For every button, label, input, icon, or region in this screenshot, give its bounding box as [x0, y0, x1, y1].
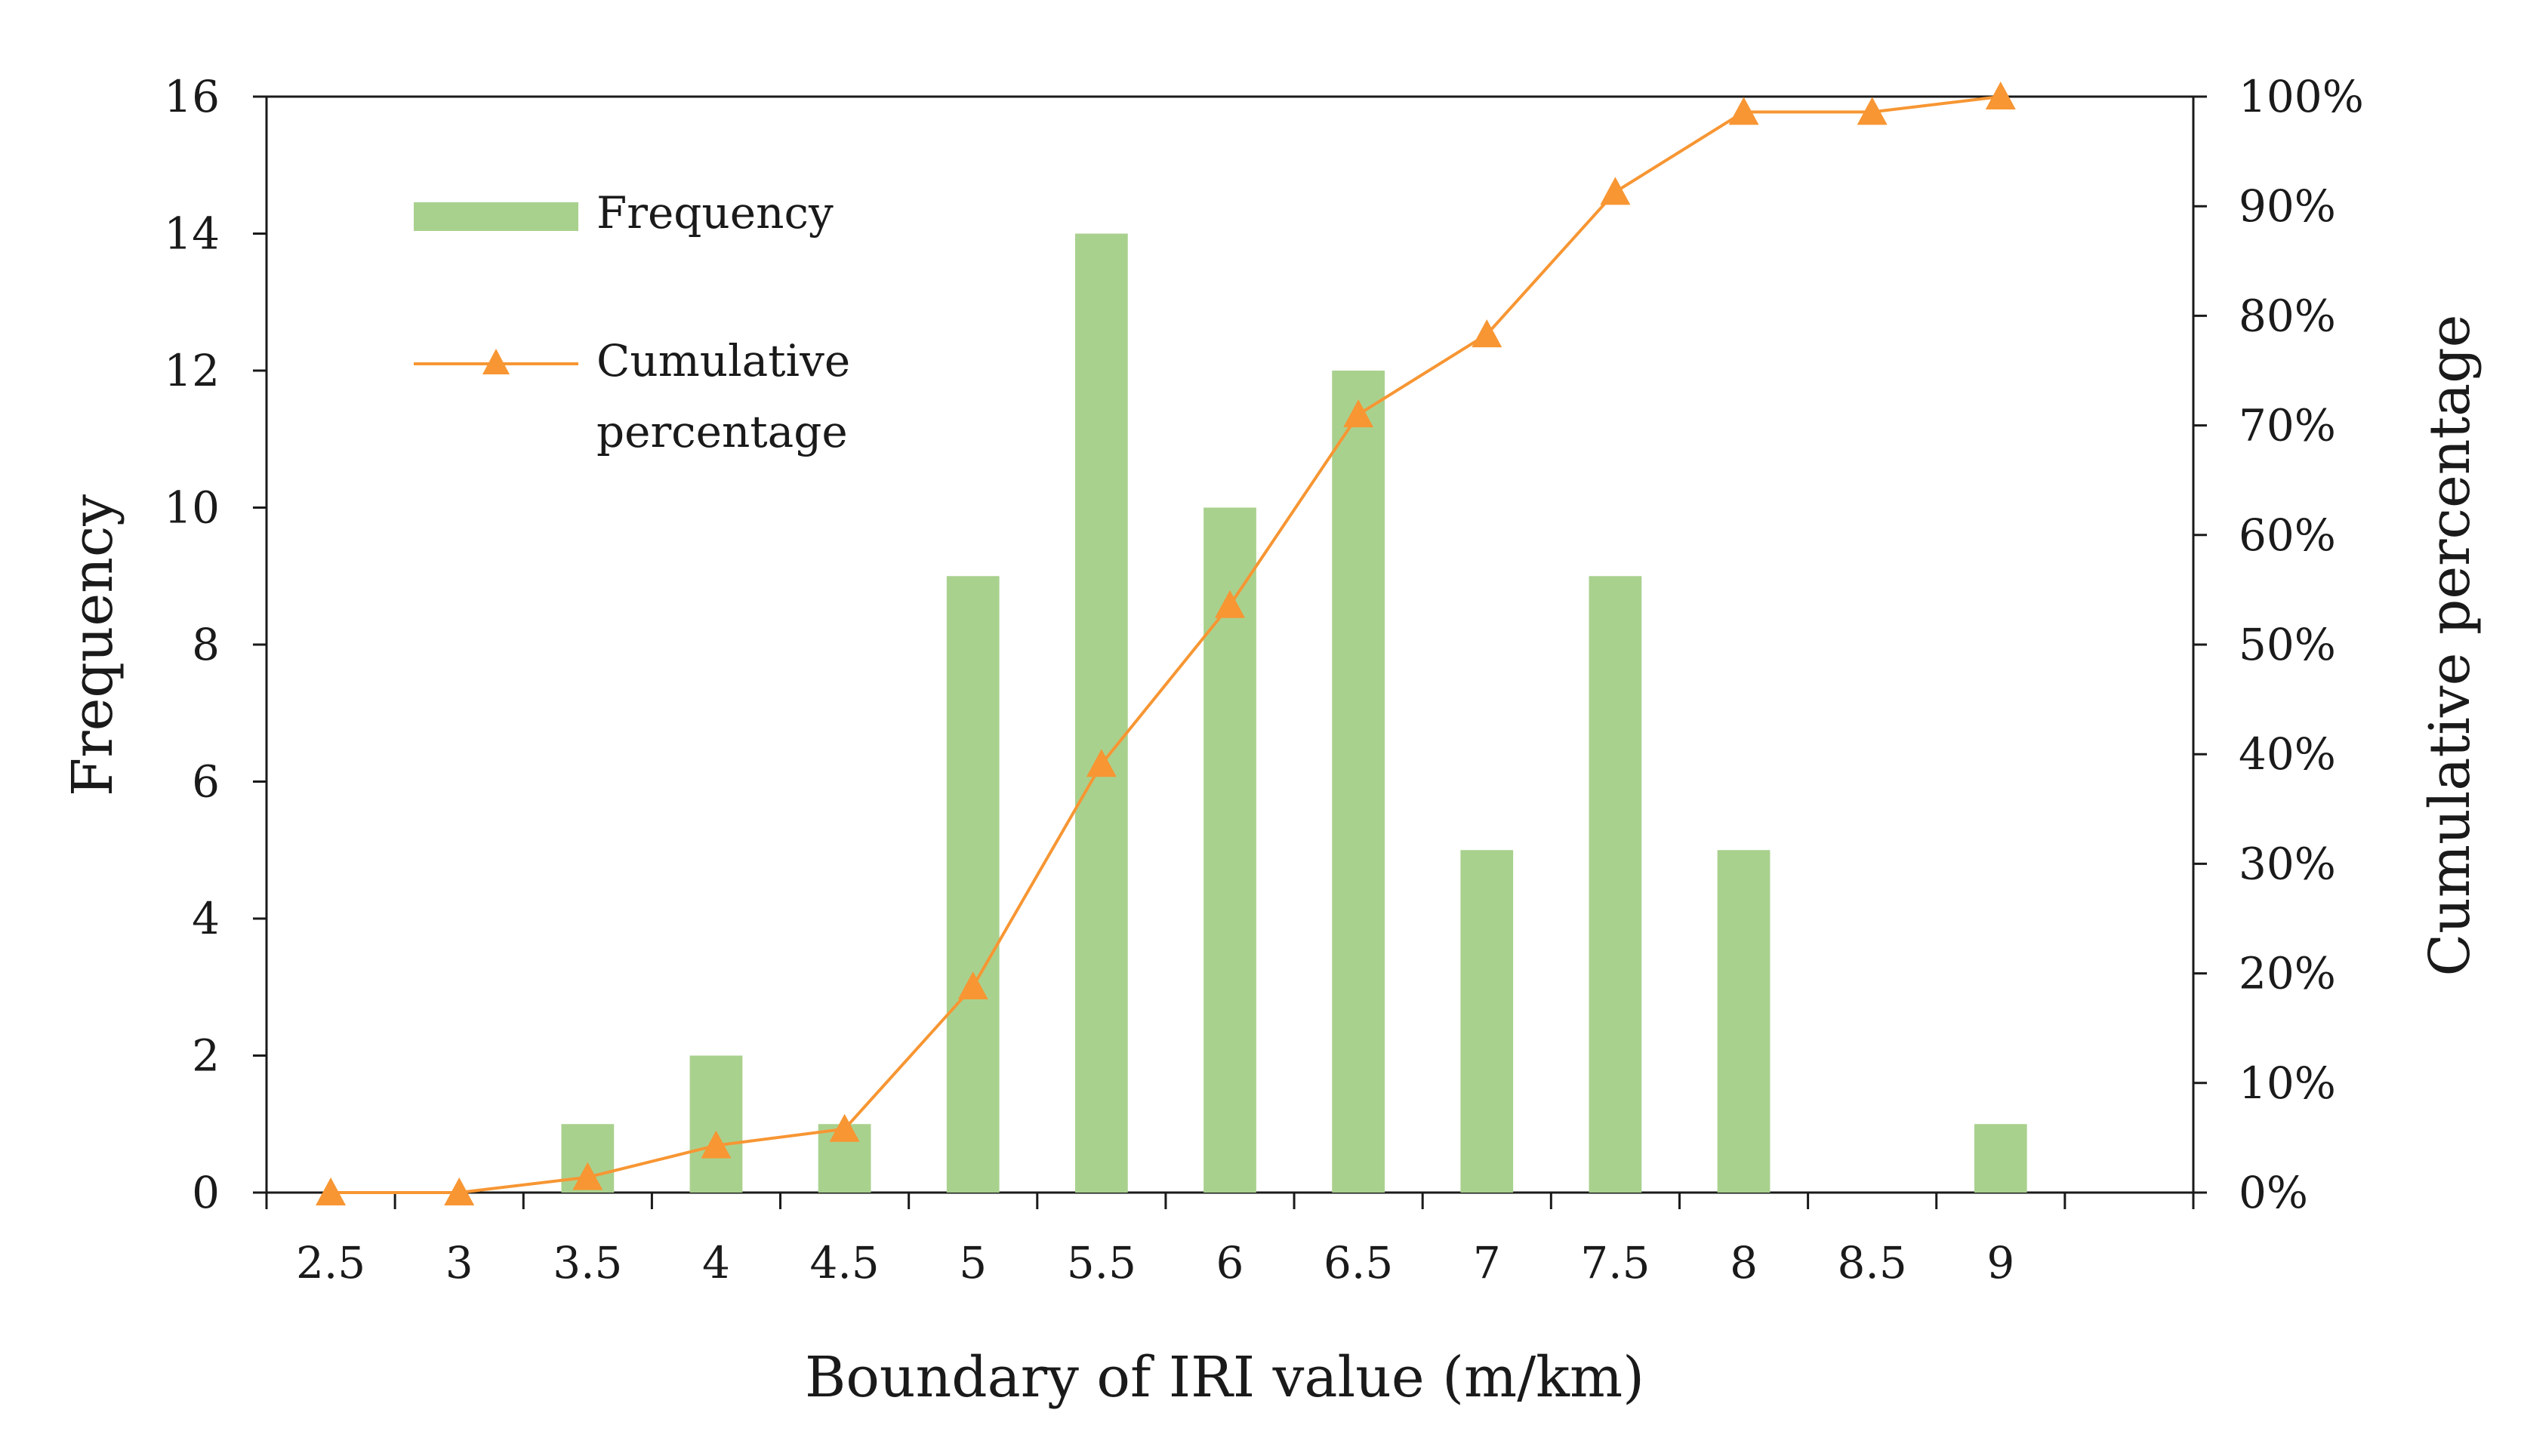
cumulative-point — [444, 1177, 475, 1205]
y-axis-title: Frequency — [60, 494, 125, 796]
y-tick-label: 16 — [164, 71, 220, 122]
x-tick-label: 4.5 — [809, 1237, 879, 1288]
y2-tick-label: 70% — [2239, 400, 2336, 451]
y2-tick-label: 20% — [2239, 948, 2336, 999]
y2-tick-label: 100% — [2239, 71, 2364, 122]
bar — [946, 576, 1000, 1193]
cumulative-point — [1728, 97, 1759, 125]
y2-tick-label: 30% — [2239, 838, 2336, 889]
cumulative-point — [1472, 319, 1502, 348]
y-tick-label: 6 — [192, 756, 220, 808]
y-tick-label: 2 — [192, 1030, 220, 1082]
cumulative-point — [1343, 399, 1374, 428]
y2-tick-label: 80% — [2239, 290, 2336, 341]
legend: Frequency Cumulative percentage — [414, 187, 850, 457]
x-tick-label: 8 — [1730, 1237, 1758, 1288]
bar — [1717, 850, 1771, 1193]
x-tick-label: 5 — [959, 1237, 987, 1288]
bar — [1332, 371, 1385, 1193]
legend-cumulative-label-line2: percentage — [596, 406, 848, 457]
bar — [1974, 1124, 2027, 1193]
cumulative-point — [1985, 82, 2016, 109]
cumulative-point — [316, 1177, 347, 1205]
x-tick-label: 6.5 — [1324, 1237, 1393, 1288]
x-tick-label: 6 — [1216, 1237, 1244, 1288]
axes: 0 2 4 6 8 10 12 14 16 0% 10% 20% 30% 40% 50% 60% 70% 80% 9… — [164, 71, 2364, 1288]
cumulative-line — [331, 95, 2002, 1194]
x-tick-label: 8.5 — [1838, 1237, 1907, 1288]
y2-axis-title: Cumulative percentage — [2418, 315, 2482, 977]
bar-series — [561, 233, 2027, 1193]
cumulative-point — [1215, 589, 1245, 618]
y-tick-label: 8 — [192, 619, 220, 670]
legend-frequency-swatch — [414, 202, 578, 231]
y-tick-label: 12 — [164, 345, 220, 396]
x-tick-label: 4 — [702, 1237, 730, 1288]
bar — [1074, 233, 1128, 1193]
axis-titles: Boundary of IRI value (m/km) Frequency C… — [60, 315, 2482, 1410]
bar — [1460, 850, 1514, 1193]
legend-cumulative-marker — [482, 349, 510, 374]
cumulative-point — [572, 1162, 603, 1190]
y2-tick-label: 60% — [2239, 509, 2336, 561]
y2-tick-label: 0% — [2239, 1167, 2308, 1218]
line-series — [316, 82, 2016, 1205]
y2-tick-label: 50% — [2239, 619, 2336, 670]
x-tick-label: 5.5 — [1067, 1237, 1136, 1288]
x-tick-label: 2.5 — [296, 1237, 365, 1288]
cumulative-point — [829, 1113, 860, 1142]
y2-tick-label: 40% — [2239, 728, 2336, 780]
y-tick-label: 0 — [192, 1167, 220, 1218]
x-tick-label: 9 — [1986, 1237, 2014, 1288]
y-tick-label: 10 — [164, 482, 220, 534]
cumulative-point — [1086, 749, 1117, 777]
cumulative-point — [701, 1130, 732, 1159]
cumulative-point — [1600, 177, 1631, 205]
legend-cumulative-label-line1: Cumulative — [596, 335, 850, 386]
x-tick-label: 7 — [1473, 1237, 1501, 1288]
y2-tick-label: 90% — [2239, 180, 2336, 232]
y2-tick-label: 10% — [2239, 1057, 2336, 1109]
bar — [689, 1055, 743, 1193]
bar — [1203, 507, 1256, 1193]
cumulative-point — [957, 971, 988, 1000]
x-tick-label: 3 — [445, 1237, 473, 1288]
x-axis-title: Boundary of IRI value (m/km) — [805, 1345, 1644, 1410]
x-tick-label: 3.5 — [553, 1237, 622, 1288]
cumulative-point — [1857, 97, 1888, 125]
x-tick-label: 7.5 — [1580, 1237, 1650, 1288]
bar — [1589, 576, 1642, 1193]
legend-frequency-label: Frequency — [596, 187, 834, 239]
y-tick-label: 4 — [192, 893, 220, 944]
y-tick-label: 14 — [164, 208, 220, 260]
